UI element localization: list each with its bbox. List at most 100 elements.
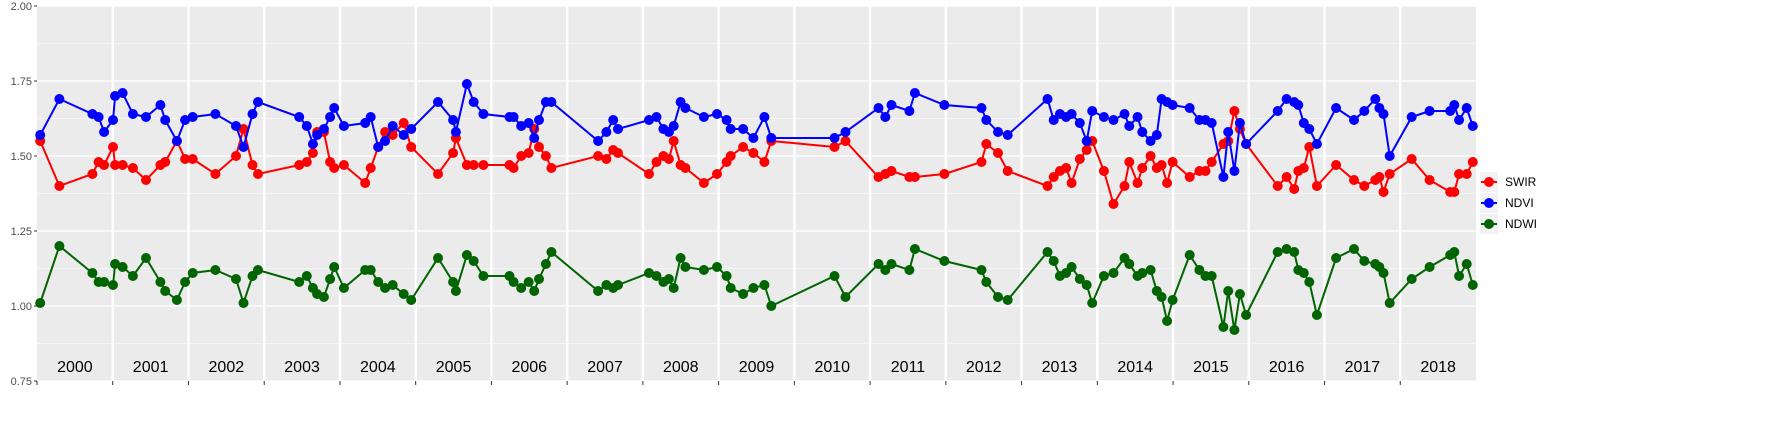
data-point-ndvi (1002, 130, 1013, 140)
data-point-ndvi (909, 88, 920, 98)
data-point-ndvi (1151, 130, 1162, 140)
data-point-swir (1061, 163, 1072, 173)
data-point-ndwi (1223, 286, 1234, 296)
data-point-ndwi (1145, 265, 1156, 275)
data-point-ndwi (365, 265, 376, 275)
data-point-swir (433, 169, 443, 179)
data-point-ndvi (873, 103, 884, 113)
data-point-swir (651, 157, 662, 167)
data-point-swir (117, 160, 128, 170)
data-point-swir (1281, 172, 1292, 182)
data-point-ndvi (1406, 112, 1417, 122)
data-point-swir (187, 154, 198, 164)
data-point-ndvi (1424, 106, 1435, 116)
data-point-ndvi (1461, 103, 1472, 113)
data-point-ndwi (1048, 256, 1059, 266)
data-point-ndvi (721, 115, 732, 125)
y-tick-label: 1.25 (11, 226, 32, 238)
data-point-swir (448, 148, 459, 158)
year-label: 2017 (1345, 359, 1381, 376)
data-point-ndwi (1184, 250, 1195, 260)
data-point-swir (1124, 157, 1135, 167)
data-point-ndwi (721, 271, 732, 281)
data-point-ndwi (1272, 247, 1283, 257)
data-point-ndvi (238, 142, 249, 152)
data-point-ndvi (365, 112, 376, 122)
data-point-ndwi (231, 274, 241, 284)
data-point-ndvi (1370, 94, 1381, 104)
data-point-swir (478, 160, 489, 170)
data-point-ndwi (840, 292, 851, 302)
data-point-ndvi (668, 121, 679, 131)
year-label: 2010 (814, 359, 850, 376)
data-point-ndwi (534, 274, 544, 284)
data-point-swir (398, 118, 409, 128)
data-point-swir (1449, 187, 1460, 197)
data-point-swir (307, 148, 318, 158)
data-point-ndwi (540, 259, 551, 269)
data-point-ndwi (523, 277, 534, 287)
data-point-ndwi (1162, 316, 1173, 326)
data-point-ndwi (886, 259, 897, 269)
data-point-ndvi (253, 97, 263, 107)
data-point-swir (523, 148, 534, 158)
data-point-ndwi (1137, 268, 1148, 278)
data-point-swir (1167, 157, 1178, 167)
data-point-ndvi (141, 112, 151, 122)
year-label: 2009 (739, 359, 775, 376)
data-point-ndwi (1298, 268, 1309, 278)
data-point-swir (1461, 169, 1472, 179)
data-point-ndvi (939, 100, 950, 110)
data-point-ndvi (904, 106, 915, 116)
data-point-ndwi (1424, 262, 1435, 272)
data-point-ndwi (680, 262, 691, 272)
data-point-ndvi (1184, 103, 1195, 113)
data-point-ndwi (1098, 271, 1109, 281)
data-point-ndwi (155, 277, 166, 287)
data-point-ndwi (253, 265, 263, 275)
data-point-ndwi (663, 274, 674, 284)
data-point-swir (1359, 181, 1370, 191)
data-point-ndvi (387, 121, 398, 131)
data-point-ndwi (508, 277, 519, 287)
data-point-ndvi (406, 124, 417, 134)
data-point-ndwi (748, 283, 759, 293)
data-point-ndwi (210, 265, 221, 275)
data-point-ndwi (398, 289, 409, 299)
data-point-swir (1454, 169, 1465, 179)
data-point-swir (1331, 160, 1342, 170)
data-point-swir (247, 160, 258, 170)
data-point-swir (160, 157, 171, 167)
data-point-ndvi (301, 121, 312, 131)
data-point-ndwi (450, 286, 461, 296)
data-point-ndwi (516, 283, 527, 293)
data-point-swir (993, 148, 1003, 158)
year-label: 2008 (663, 359, 699, 376)
legend-marker-ndwi (1484, 219, 1494, 229)
data-point-ndwi (127, 271, 138, 281)
legend-marker-swir (1484, 177, 1494, 187)
data-point-ndvi (698, 112, 709, 122)
data-point-ndvi (1223, 127, 1234, 137)
data-point-swir (1145, 151, 1156, 161)
data-point-ndwi (829, 271, 840, 281)
data-point-swir (108, 142, 118, 152)
data-point-swir (1378, 187, 1389, 197)
data-point-ndwi (301, 271, 312, 281)
data-point-swir (738, 142, 749, 152)
data-point-ndwi (644, 268, 654, 278)
data-point-ndwi (873, 259, 884, 269)
data-point-ndwi (1467, 280, 1478, 290)
data-point-ndvi (155, 100, 166, 110)
data-point-ndvi (508, 112, 519, 122)
data-point-swir (1298, 163, 1309, 173)
data-point-ndwi (373, 277, 384, 287)
data-point-ndvi (613, 124, 623, 134)
data-point-ndwi (117, 262, 128, 272)
data-point-swir (468, 160, 479, 170)
data-point-ndvi (127, 109, 138, 119)
data-point-ndvi (1467, 121, 1478, 131)
data-point-ndvi (601, 127, 612, 137)
data-point-ndvi (461, 79, 472, 89)
